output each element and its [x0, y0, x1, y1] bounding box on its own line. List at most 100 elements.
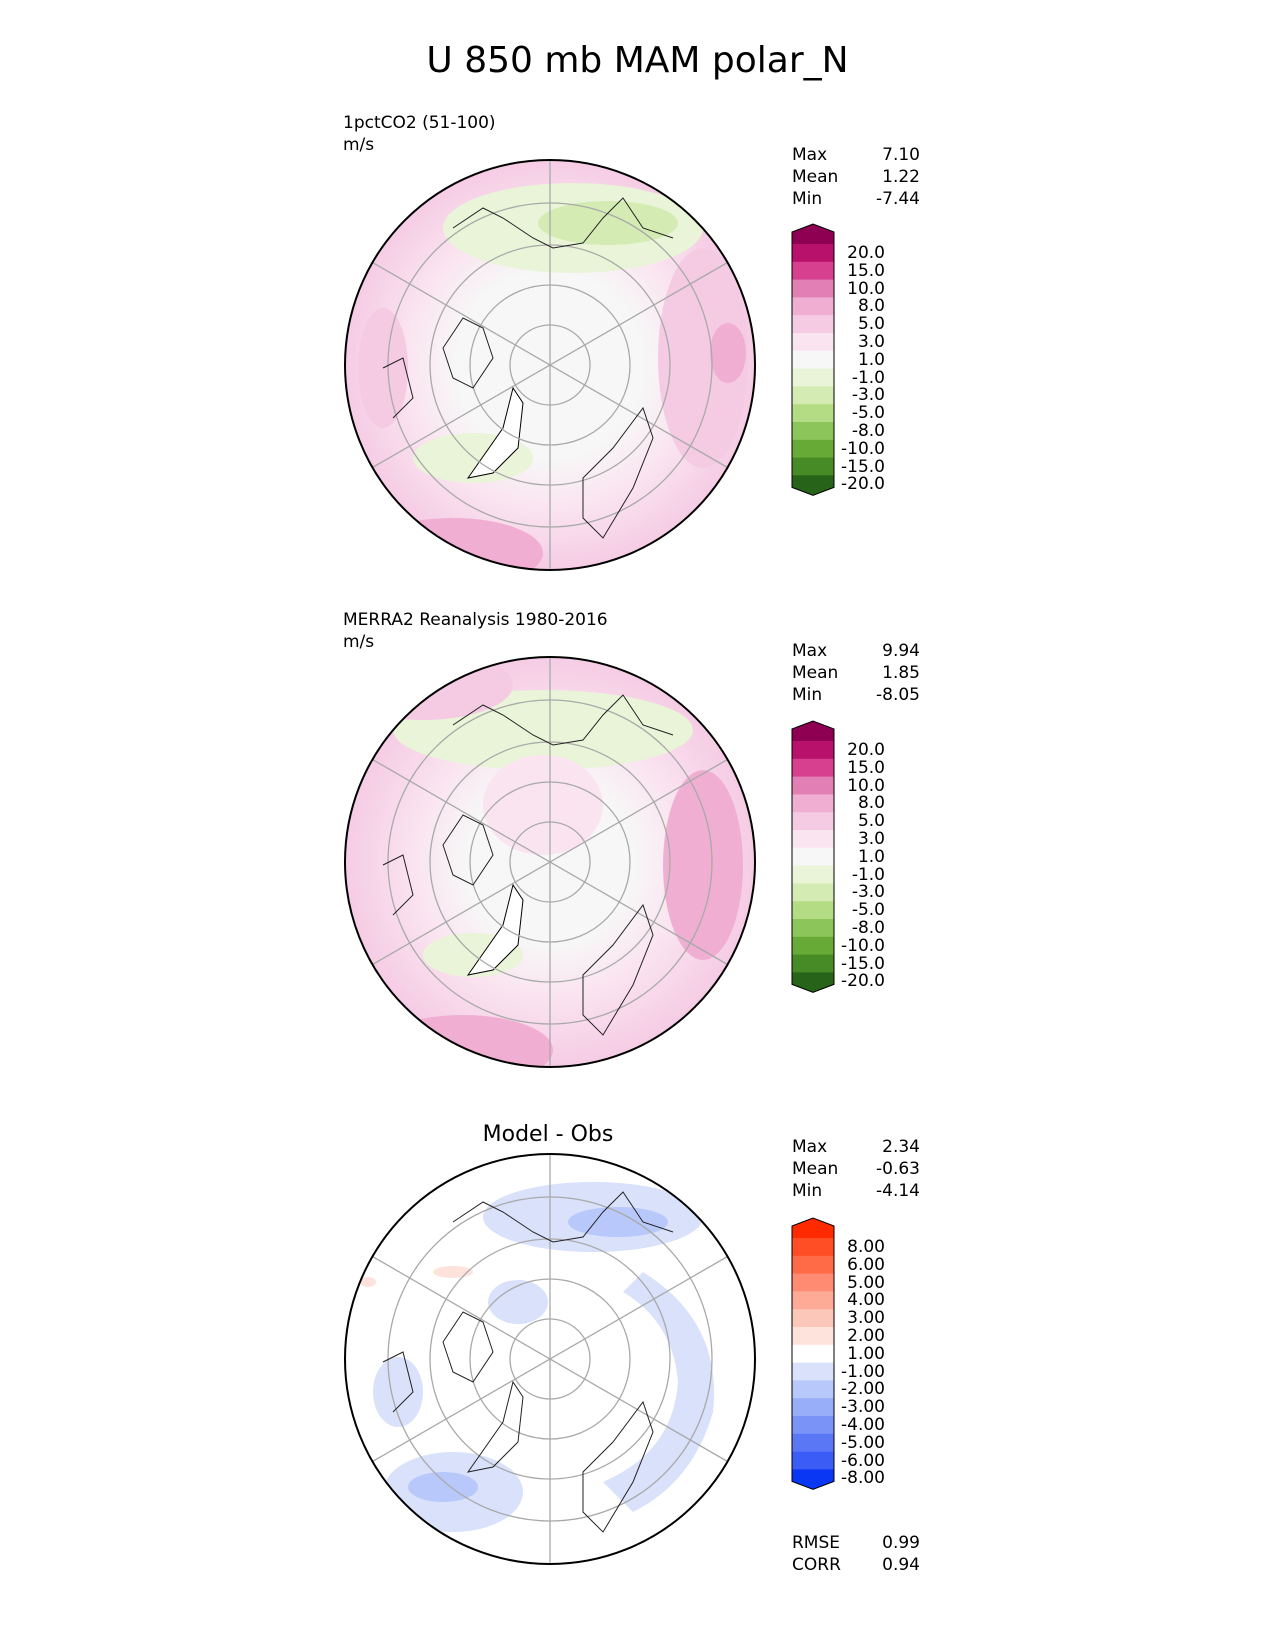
colorbar-bin — [792, 1273, 834, 1292]
stat-label: Mean — [792, 167, 839, 187]
colorbar-bin — [792, 1362, 834, 1381]
test-colorbar — [790, 222, 836, 526]
colorbar-swatches — [791, 720, 835, 993]
cb-label: -1.00 — [841, 1361, 885, 1382]
colorbar-bin — [792, 741, 834, 760]
reference-title-units: m/s — [343, 632, 375, 652]
colorbar-bin — [792, 368, 834, 387]
test-polar-map — [344, 159, 756, 571]
cb-label: -15.0 — [841, 953, 885, 974]
colorbar-bin — [792, 457, 834, 476]
cb-label: 1.0 — [857, 846, 885, 867]
colorbar-bin — [792, 1344, 834, 1364]
cb-label: 10.0 — [847, 775, 885, 796]
colorbar-bin — [792, 261, 834, 281]
reference-polar-map — [344, 656, 756, 1068]
colorbar-bottom-cap — [792, 475, 834, 496]
cb-label: 20.0 — [847, 243, 885, 263]
colorbar-bin — [792, 1416, 834, 1435]
stat-value: 7.10 — [882, 145, 920, 165]
stat-value: -0.63 — [876, 1159, 920, 1179]
reference-colorbar-labels: 20.0 15.0 10.0 8.0 5.0 3.0 1.0 -1.0 -3.0… — [841, 740, 885, 992]
colorbar-bin — [792, 297, 834, 316]
stat-label: Mean — [792, 663, 839, 683]
stat-label: Max — [792, 641, 828, 661]
metric-label: RMSE — [792, 1533, 841, 1553]
colorbar-bin — [792, 794, 834, 813]
colorbar-bin — [792, 404, 834, 423]
cb-label: 8.00 — [847, 1237, 885, 1257]
stat-value: -4.14 — [876, 1181, 920, 1201]
reference-colorbar — [790, 719, 836, 1023]
stat-value: -8.05 — [876, 685, 920, 705]
stat-value: 1.22 — [882, 167, 920, 187]
diff-colorbar — [790, 1216, 836, 1520]
stat-label: Mean — [792, 1159, 839, 1179]
cb-label: 8.0 — [857, 296, 885, 317]
cb-label: -3.00 — [841, 1397, 885, 1418]
cb-label: -10.0 — [841, 935, 885, 956]
colorbar-bin — [792, 1327, 834, 1346]
cb-label: -1.0 — [851, 367, 885, 388]
colorbar-bin — [792, 1398, 834, 1417]
cb-label: -20.0 — [841, 971, 885, 992]
cb-label: -3.0 — [851, 882, 885, 903]
cb-label: -15.0 — [841, 456, 885, 477]
colorbar-bin — [792, 812, 834, 831]
cb-label: 8.0 — [857, 793, 885, 814]
test-stats: Max 7.10 Mean 1.22 Min -7.44 — [792, 144, 920, 210]
colorbar-bin — [792, 847, 834, 867]
cb-label: 3.0 — [857, 331, 885, 352]
colorbar-bin — [792, 830, 834, 849]
reference-stats: Max 9.94 Mean 1.85 Min -8.05 — [792, 640, 920, 706]
colorbar-bin — [792, 1238, 834, 1257]
colorbar-bin — [792, 1433, 834, 1453]
reference-title-line1: MERRA2 Reanalysis 1980-2016 — [343, 610, 608, 630]
cb-label: -8.0 — [851, 420, 885, 441]
cb-label: -10.0 — [841, 438, 885, 459]
colorbar-bin — [792, 333, 834, 352]
cb-label: 2.00 — [847, 1325, 885, 1346]
cb-label: -5.00 — [841, 1432, 885, 1453]
cb-label: -3.0 — [851, 385, 885, 406]
colorbar-outline — [791, 223, 835, 496]
colorbar-bin — [792, 758, 834, 778]
colorbar-bin — [792, 1380, 834, 1399]
cb-label: 20.0 — [847, 740, 885, 760]
cb-label: -5.0 — [851, 403, 885, 424]
metric-value: 0.99 — [882, 1533, 920, 1553]
stat-label: Max — [792, 145, 828, 165]
cb-label: 15.0 — [847, 757, 885, 778]
stat-value: -7.44 — [876, 189, 920, 209]
cb-label: 6.00 — [847, 1254, 885, 1275]
colorbar-swatches — [791, 1217, 835, 1490]
cb-label: 10.0 — [847, 278, 885, 299]
diff-colorbar-labels: 8.00 6.00 5.00 4.00 3.00 2.00 1.00 -1.00… — [841, 1237, 885, 1488]
stat-label: Min — [792, 189, 823, 209]
colorbar-top-cap — [792, 721, 834, 741]
diff-stats: Max 2.34 Mean -0.63 Min -4.14 — [792, 1136, 920, 1202]
stat-value: 9.94 — [882, 641, 920, 661]
stat-label: Max — [792, 1137, 828, 1157]
cb-label: 1.0 — [857, 349, 885, 370]
colorbar-bin — [792, 279, 834, 298]
colorbar-bin — [792, 1291, 834, 1310]
cb-label: 5.00 — [847, 1272, 885, 1293]
colorbar-bin — [792, 1255, 834, 1275]
colorbar-bottom-cap — [792, 1469, 834, 1490]
diff-polar-map — [344, 1153, 756, 1565]
test-title-units: m/s — [343, 135, 375, 155]
stat-label: Min — [792, 1181, 823, 1201]
stat-value: 2.34 — [882, 1137, 920, 1157]
colorbar-bin — [792, 776, 834, 795]
cb-label: 3.00 — [847, 1308, 885, 1329]
colorbar-outline — [791, 720, 835, 993]
colorbar-bin — [792, 244, 834, 263]
colorbar-bin — [792, 936, 834, 956]
stat-value: 1.85 — [882, 663, 920, 683]
colorbar-bin — [792, 865, 834, 884]
metric-value: 0.94 — [882, 1555, 920, 1575]
cb-label: 5.0 — [857, 314, 885, 335]
cb-label: -4.00 — [841, 1414, 885, 1435]
colorbar-outline — [791, 1217, 835, 1490]
